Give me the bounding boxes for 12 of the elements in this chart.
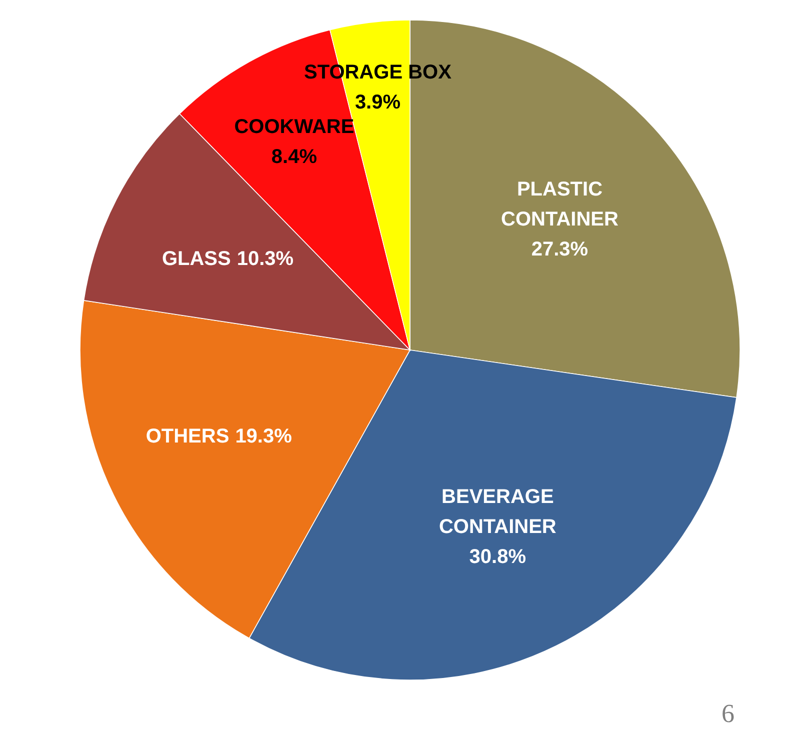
slice-label: OTHERS [146, 425, 230, 448]
data-label: 27.3% [531, 238, 588, 261]
data-label: 30.8% [469, 546, 526, 568]
data-label: 8.4% [271, 146, 318, 168]
text: 6 [722, 699, 734, 728]
data-label: 10.3% [236, 248, 294, 270]
slice-label: COOKWARE [234, 116, 354, 138]
data-label: 3.9% [354, 91, 401, 114]
slice-label: GLASS [162, 248, 231, 270]
data-label: 19.3% [235, 425, 292, 448]
slice-label: PLASTIC CONTAINER [501, 178, 620, 231]
slice-label: BEVERAGE CONTAINER [438, 486, 557, 538]
